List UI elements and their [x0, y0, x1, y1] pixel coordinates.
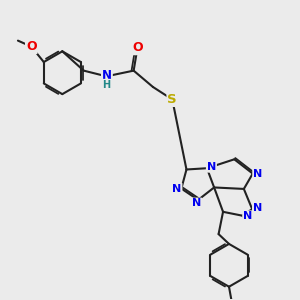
Text: S: S	[167, 93, 177, 106]
Text: H: H	[102, 80, 110, 90]
Text: N: N	[192, 199, 201, 208]
Text: O: O	[132, 41, 142, 54]
Text: O: O	[26, 40, 37, 53]
Text: N: N	[253, 203, 262, 213]
Text: N: N	[102, 69, 112, 82]
Text: N: N	[207, 162, 216, 172]
Text: N: N	[172, 184, 182, 194]
Text: N: N	[253, 169, 262, 178]
Text: N: N	[243, 211, 252, 221]
